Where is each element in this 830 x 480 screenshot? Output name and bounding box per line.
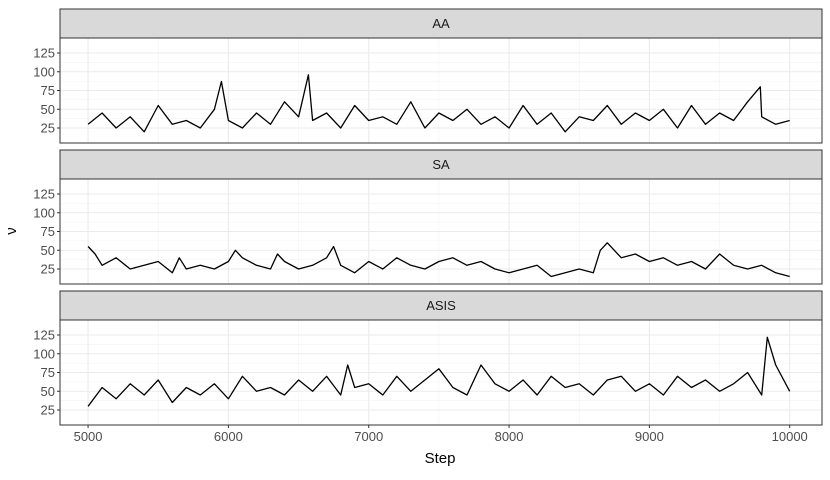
y-tick-label: 100 bbox=[33, 346, 55, 361]
y-tick-label: 125 bbox=[33, 187, 55, 202]
y-tick-label: 125 bbox=[33, 328, 55, 343]
y-tick-label: 25 bbox=[41, 403, 55, 418]
facet-strip bbox=[59, 149, 823, 180]
x-axis: 5000 6000 7000 8000 9000 10000 bbox=[74, 425, 808, 444]
x-axis-title: Step bbox=[425, 450, 456, 467]
y-tick-label: 75 bbox=[41, 83, 55, 98]
facet-strip-label: AA bbox=[432, 16, 450, 31]
x-tick-label: 8000 bbox=[495, 429, 524, 444]
series-line-aa bbox=[87, 74, 790, 133]
y-tick-label: 25 bbox=[41, 262, 55, 277]
y-tick-label: 100 bbox=[33, 205, 55, 220]
panel-asis: ASIS 25 50 75 100 125 bbox=[33, 290, 823, 426]
y-tick-label: 75 bbox=[41, 224, 55, 239]
x-tick-label: 7000 bbox=[354, 429, 383, 444]
facet-strip-label: SA bbox=[432, 157, 450, 172]
y-tick-label: 100 bbox=[33, 64, 55, 79]
y-tick-label: 75 bbox=[41, 365, 55, 380]
x-tick-label: 9000 bbox=[635, 429, 664, 444]
y-tick-label: 125 bbox=[33, 46, 55, 61]
facet-strip bbox=[59, 290, 823, 321]
y-tick-label: 50 bbox=[41, 102, 55, 117]
x-tick-label: 6000 bbox=[214, 429, 243, 444]
x-tick-label: 10000 bbox=[772, 429, 808, 444]
facet-strip-label: ASIS bbox=[426, 298, 456, 313]
series-line-asis bbox=[87, 336, 791, 407]
series-line-sa bbox=[87, 242, 790, 278]
y-tick-label: 50 bbox=[41, 243, 55, 258]
panels-layer: AA 25 50 75 100 125 SA 25 50 75 100 125 ASIS 25 50 75 10… bbox=[33, 8, 823, 426]
y-tick-label: 25 bbox=[41, 121, 55, 136]
y-axis-title: ν bbox=[3, 227, 20, 235]
x-tick-label: 5000 bbox=[74, 429, 103, 444]
panel-sa: SA 25 50 75 100 125 bbox=[33, 149, 823, 285]
panel-aa: AA 25 50 75 100 125 bbox=[33, 8, 823, 144]
facet-strip bbox=[59, 8, 823, 39]
y-tick-label: 50 bbox=[41, 384, 55, 399]
